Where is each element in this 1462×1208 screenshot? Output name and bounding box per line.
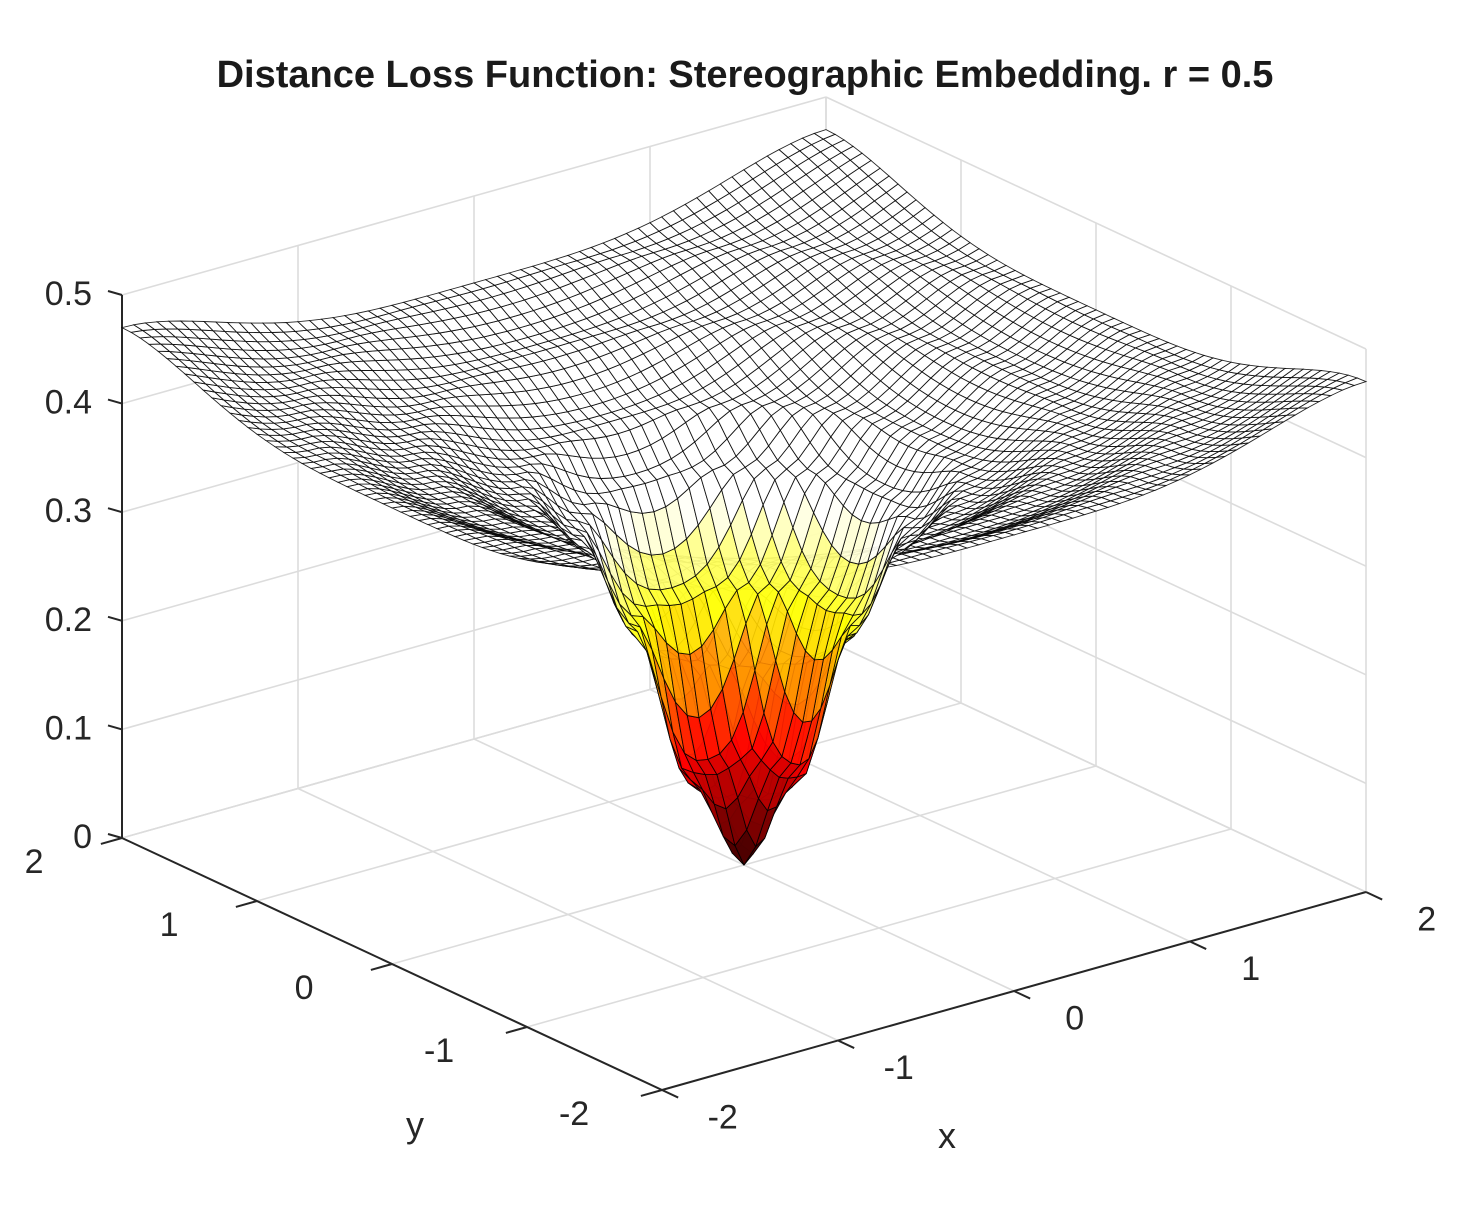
y-tick-mark [100,837,123,845]
x-tick-mark [1365,891,1383,901]
x-tick-mark [837,1039,855,1049]
x-tick-mark [661,1089,679,1099]
z-tick-label: 0.2 [45,601,92,639]
x-tick-label: -2 [708,1098,738,1136]
z-tick-label: 0.3 [45,492,92,530]
x-tick-label: 2 [1417,900,1436,938]
x-tick-label: -1 [884,1049,914,1087]
wall-gridline-horizontal [825,639,1367,893]
z-tick-mark [107,507,123,514]
y-tick-mark [640,1089,663,1097]
y-tick-mark [235,900,258,908]
wall-gridline-horizontal [825,96,1367,350]
surface-patch [813,129,837,140]
x-tick-mark [1013,990,1031,1000]
x-tick-label: 1 [1241,950,1260,988]
y-tick-label: 1 [160,906,179,944]
x-axis-label: x [938,1115,956,1156]
y-tick-mark [370,963,393,971]
chart-title: Distance Loss Function: Stereographic Em… [217,54,1274,96]
z-tick-mark [107,833,123,839]
z-tick-label: 0.1 [45,709,92,747]
x-tick-mark [1189,940,1207,950]
floor-gridline-y [256,702,962,902]
z-tick-mark [107,398,123,405]
y-tick-label: 2 [25,843,44,881]
y-axis-label: y [406,1104,424,1145]
y-tick-label: 0 [295,969,314,1007]
wall-gridline-horizontal [825,530,1367,785]
wall-gridline-horizontal [121,96,827,296]
z-tick-label: 0 [73,818,92,856]
z-tick-label: 0.4 [45,384,92,422]
floor-gridline-y [526,828,1232,1028]
y-tick-label: -2 [559,1095,589,1133]
x-tick-label: 0 [1065,999,1084,1037]
z-tick-mark [107,615,123,622]
surface-layer [120,129,1368,866]
z-tick-mark [107,290,123,296]
z-tick-mark [107,724,123,731]
y-tick-label: -1 [424,1032,454,1070]
z-tick-label: 0.5 [45,275,92,313]
y-tick-mark [505,1026,528,1034]
